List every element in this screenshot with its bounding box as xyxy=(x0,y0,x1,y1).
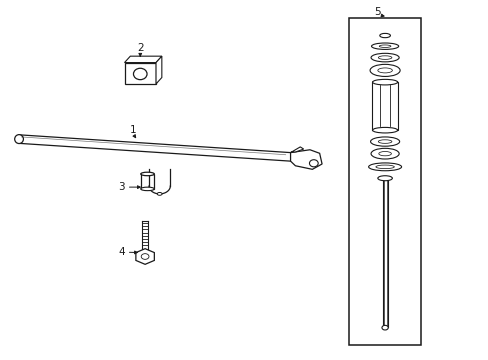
Ellipse shape xyxy=(141,187,154,191)
Polygon shape xyxy=(142,221,148,250)
Text: 1: 1 xyxy=(129,125,136,135)
Ellipse shape xyxy=(377,176,391,181)
Ellipse shape xyxy=(381,325,387,330)
Ellipse shape xyxy=(141,254,149,259)
Ellipse shape xyxy=(141,172,154,176)
Ellipse shape xyxy=(371,43,398,49)
Ellipse shape xyxy=(379,33,389,38)
Ellipse shape xyxy=(370,148,398,159)
Text: 3: 3 xyxy=(118,182,125,192)
Ellipse shape xyxy=(15,135,23,144)
Polygon shape xyxy=(149,186,170,194)
Bar xyxy=(141,174,154,189)
Polygon shape xyxy=(290,147,303,153)
Ellipse shape xyxy=(372,127,397,133)
Polygon shape xyxy=(290,150,322,169)
Ellipse shape xyxy=(370,53,398,62)
Text: 4: 4 xyxy=(118,247,125,257)
Ellipse shape xyxy=(309,160,318,167)
Ellipse shape xyxy=(133,68,147,80)
Bar xyxy=(348,18,421,346)
Text: 2: 2 xyxy=(137,43,143,53)
Polygon shape xyxy=(156,56,162,84)
Ellipse shape xyxy=(372,79,397,85)
Polygon shape xyxy=(124,56,162,63)
Ellipse shape xyxy=(157,193,162,195)
Text: 5: 5 xyxy=(374,7,380,17)
Polygon shape xyxy=(19,135,290,161)
Ellipse shape xyxy=(368,163,401,171)
Bar xyxy=(372,82,397,130)
Ellipse shape xyxy=(369,64,399,76)
Ellipse shape xyxy=(370,137,399,146)
Bar xyxy=(124,63,156,84)
Polygon shape xyxy=(382,178,386,327)
Polygon shape xyxy=(136,249,154,264)
